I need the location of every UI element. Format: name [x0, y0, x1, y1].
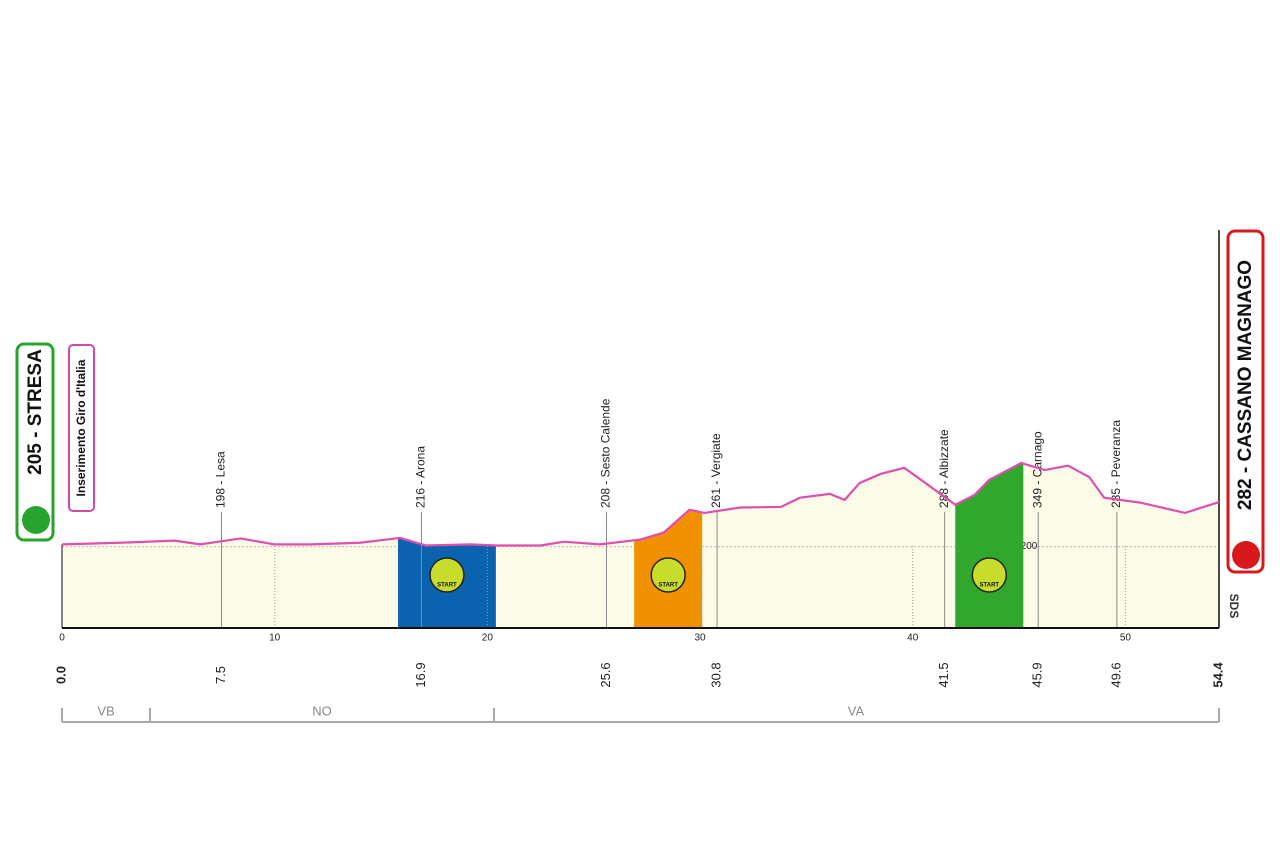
x-tick-label: 50 [1120, 633, 1132, 644]
x-tick-label: 0 [59, 633, 65, 644]
km-label: 0.0 [53, 666, 68, 684]
finish-icon [1232, 541, 1260, 569]
province-bar [61, 708, 1220, 723]
x-tick-label: 10 [269, 633, 281, 644]
brand: SDS [1227, 594, 1241, 619]
waypoint-label: 208 - Sesto Calende [599, 398, 613, 508]
km-label: 30.8 [709, 662, 724, 687]
profile-line [61, 461, 1220, 547]
sector-icon-label: START [437, 583, 457, 589]
sector-icon-label: START [658, 583, 678, 589]
x-tick-label: 20 [482, 633, 494, 644]
province-label: NO [312, 703, 332, 718]
waypoint-label: 285 - Peveranza [1109, 420, 1123, 508]
note: Inserimento Giro d'Italia [74, 359, 88, 496]
km-label: 45.9 [1030, 662, 1045, 687]
km-label: 7.5 [213, 666, 228, 684]
km-label: 41.5 [936, 662, 951, 687]
start-box [15, 342, 55, 542]
start-icon [22, 506, 50, 534]
km-label: 49.6 [1108, 662, 1123, 687]
sector-icon [650, 557, 686, 593]
province-label: VB [97, 703, 114, 718]
km-label: 25.6 [598, 662, 613, 687]
waypoint-label: 198 - Lesa [214, 451, 228, 508]
km-label: 16.9 [413, 662, 428, 687]
sector-icon [971, 557, 1008, 593]
km-label: 54.4 [1210, 662, 1225, 688]
x-tick-label: 30 [694, 633, 706, 644]
sector-icon [429, 557, 465, 593]
finish-box [1226, 229, 1265, 574]
province-label: VA [848, 703, 865, 718]
waypoint-label: 288 - Albizzate [937, 429, 951, 508]
sector-icon-label: START [980, 583, 1000, 589]
waypoint-label: 349 - Carnago [1030, 431, 1044, 508]
y-tick-label: 200 [1021, 541, 1038, 552]
start-label: 205 - STRESA [25, 349, 46, 475]
waypoint-label: 216 - Arona [414, 446, 428, 508]
finish-label: 282 - CASSANO MAGNAGO [1235, 260, 1256, 510]
note-box [68, 344, 95, 512]
waypoint-label: 261 - Vergiate [709, 433, 723, 508]
sector [955, 462, 1024, 628]
x-tick-label: 40 [907, 633, 919, 644]
